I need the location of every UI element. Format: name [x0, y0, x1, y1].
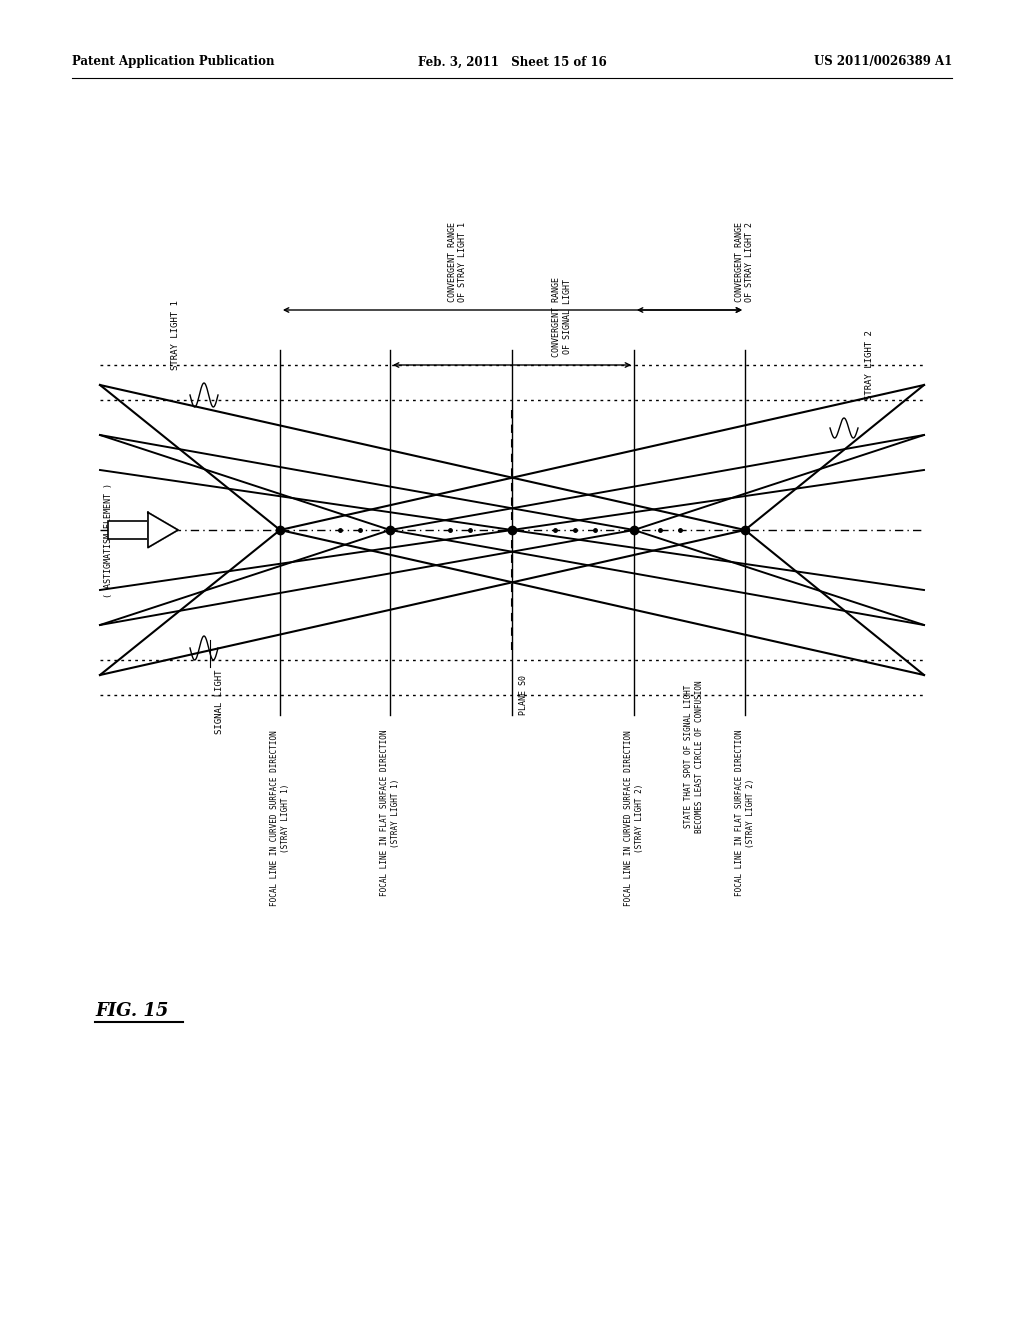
Text: FOCAL LINE IN CURVED SURFACE DIRECTION
(STRAY LIGHT 2): FOCAL LINE IN CURVED SURFACE DIRECTION (… [625, 730, 644, 906]
Text: SIGNAL LIGHT: SIGNAL LIGHT [215, 671, 224, 734]
Text: FOCAL LINE IN FLAT SURFACE DIRECTION
(STRAY LIGHT 1): FOCAL LINE IN FLAT SURFACE DIRECTION (ST… [380, 730, 399, 896]
Text: FIG. 15: FIG. 15 [95, 1002, 168, 1020]
Text: CONVERGENT RANGE
OF STRAY LIGHT 2: CONVERGENT RANGE OF STRAY LIGHT 2 [735, 222, 755, 302]
Text: CONVERGENT RANGE
OF STRAY LIGHT 1: CONVERGENT RANGE OF STRAY LIGHT 1 [447, 222, 467, 302]
Text: US 2011/0026389 A1: US 2011/0026389 A1 [814, 55, 952, 69]
Text: FOCAL LINE IN FLAT SURFACE DIRECTION
(STRAY LIGHT 2): FOCAL LINE IN FLAT SURFACE DIRECTION (ST… [735, 730, 755, 896]
Text: STATE THAT SPOT OF SIGNAL LIGHT
BECOMES LEAST CIRCLE OF CONFUSION: STATE THAT SPOT OF SIGNAL LIGHT BECOMES … [684, 680, 703, 833]
Text: Patent Application Publication: Patent Application Publication [72, 55, 274, 69]
Text: PLANE S0: PLANE S0 [519, 675, 528, 715]
Polygon shape [148, 512, 178, 548]
Bar [108, 521, 148, 539]
Text: Feb. 3, 2011   Sheet 15 of 16: Feb. 3, 2011 Sheet 15 of 16 [418, 55, 606, 69]
Text: STRAY LIGHT 1: STRAY LIGHT 1 [171, 300, 179, 370]
Text: CONVERGENT RANGE
OF SIGNAL LIGHT: CONVERGENT RANGE OF SIGNAL LIGHT [552, 277, 571, 356]
Text: FOCAL LINE IN CURVED SURFACE DIRECTION
(STRAY LIGHT 1): FOCAL LINE IN CURVED SURFACE DIRECTION (… [270, 730, 290, 906]
Text: ( ASTIGMATISM ELEMENT ): ( ASTIGMATISM ELEMENT ) [103, 483, 113, 598]
Text: STRAY LIGHT 2: STRAY LIGHT 2 [865, 330, 874, 400]
